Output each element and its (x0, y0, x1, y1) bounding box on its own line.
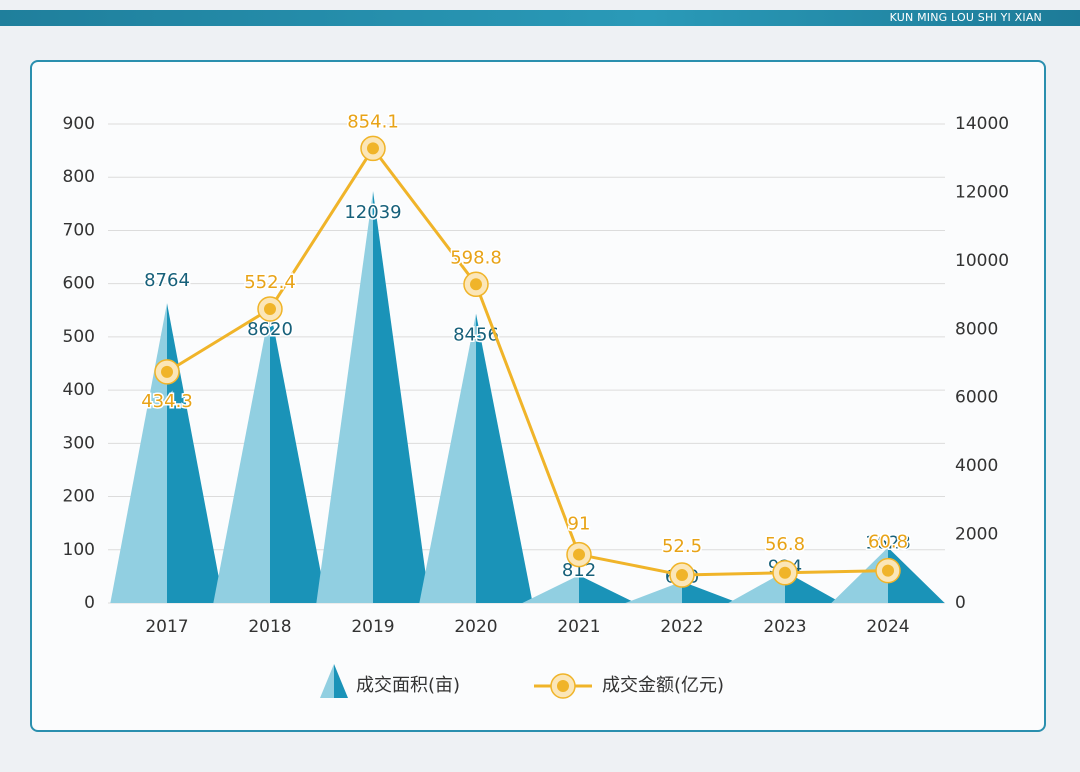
line-value-label: 552.4 (244, 272, 296, 293)
line-marker (566, 541, 592, 568)
line-marker (669, 562, 695, 588)
y2-tick-label: 12000 (955, 182, 1009, 202)
triangle-bar (831, 547, 945, 603)
line-marker (875, 557, 901, 584)
header-text: KUN MING LOU SHI YI XIAN (889, 11, 1042, 24)
triangle-bar (728, 571, 842, 603)
triangle-bar (522, 575, 636, 603)
y-tick-label: 100 (63, 540, 95, 560)
x-tick-label: 2017 (145, 617, 188, 637)
triangle-left (831, 547, 888, 603)
y-tick-label: 900 (63, 114, 95, 134)
y2-tick-label: 6000 (955, 388, 998, 408)
line-value-label: 598.8 (450, 247, 502, 268)
line-value-label: 91 (568, 514, 591, 535)
chart-panel (30, 60, 1046, 732)
y-tick-label: 300 (63, 433, 95, 453)
area-value-label: 12039 (344, 202, 401, 223)
triangle-bar (625, 581, 739, 603)
line-marker (360, 135, 386, 162)
y-tick-label: 700 (63, 220, 95, 240)
marker-dot (470, 278, 482, 291)
triangle-left (419, 313, 476, 603)
area-value-label: 812 (562, 560, 596, 581)
area-value-label: 8764 (144, 270, 190, 291)
triangle-right (785, 571, 842, 603)
line (166, 145, 889, 577)
triangle-right (270, 308, 327, 603)
triangle-bar (110, 303, 224, 603)
area-value-label: 8620 (247, 319, 293, 340)
y-tick-label: 600 (63, 274, 95, 294)
marker-dot (367, 142, 379, 155)
header-bar: KUN MING LOU SHI YI XIAN (0, 10, 1080, 26)
legend-label: 成交面积(亩) (356, 675, 460, 696)
triangle-right (373, 191, 430, 603)
line-marker (257, 296, 283, 322)
legend-icon-right (334, 664, 348, 698)
marker-dot (264, 303, 276, 316)
triangle-left (316, 191, 373, 603)
y2-tick-label: 10000 (955, 251, 1009, 271)
x-tick-label: 2021 (557, 617, 600, 637)
marker-dot (161, 365, 173, 378)
x-tick-label: 2020 (454, 617, 497, 637)
y-tick-label: 200 (63, 487, 95, 507)
x-tick-label: 2024 (866, 617, 909, 637)
legend-icon-left (320, 664, 334, 698)
y2-tick-label: 0 (955, 593, 966, 613)
line-value-label: 52.5 (662, 536, 702, 557)
marker-dot (573, 548, 585, 561)
x-tick-label: 2019 (351, 617, 394, 637)
triangle-right (682, 581, 739, 603)
legend-label: 成交金额(亿元) (602, 675, 724, 696)
y-tick-label: 0 (84, 593, 95, 613)
triangle-right (167, 303, 224, 603)
triangle-right (579, 575, 636, 603)
triangle-left (110, 303, 167, 603)
y2-tick-label: 2000 (955, 525, 998, 545)
line-marker (154, 359, 180, 385)
triangle-bar (419, 313, 533, 603)
triangle-right (888, 547, 945, 603)
y2-tick-label: 14000 (955, 114, 1009, 134)
triangle-bar (316, 191, 430, 603)
y2-tick-label: 8000 (955, 319, 998, 339)
line-marker (463, 271, 489, 298)
y2-tick-label: 4000 (955, 456, 998, 476)
marker-dot (882, 564, 894, 577)
line-marker (772, 560, 798, 586)
line-value-label: 434.3 (141, 391, 193, 412)
y-tick-label: 800 (63, 167, 95, 187)
triangle-left (625, 581, 682, 603)
triangle-right (476, 313, 533, 603)
x-tick-label: 2018 (248, 617, 291, 637)
x-tick-label: 2023 (763, 617, 806, 637)
y-tick-label: 400 (63, 380, 95, 400)
area-value-label: 8456 (453, 325, 499, 346)
y-tick-label: 500 (63, 327, 95, 347)
line-value-label: 60.8 (868, 532, 908, 553)
area-value-label: 1623 (865, 532, 911, 553)
triangle-left (522, 575, 579, 603)
triangle-left (213, 308, 270, 603)
triangle-left (728, 571, 785, 603)
marker-dot (676, 569, 688, 582)
line-value-label: 854.1 (347, 111, 399, 132)
legend-dot (557, 680, 569, 692)
triangle-bar (213, 308, 327, 603)
x-tick-label: 2022 (660, 617, 703, 637)
marker-dot (779, 566, 791, 579)
line-value-label: 56.8 (765, 534, 805, 555)
